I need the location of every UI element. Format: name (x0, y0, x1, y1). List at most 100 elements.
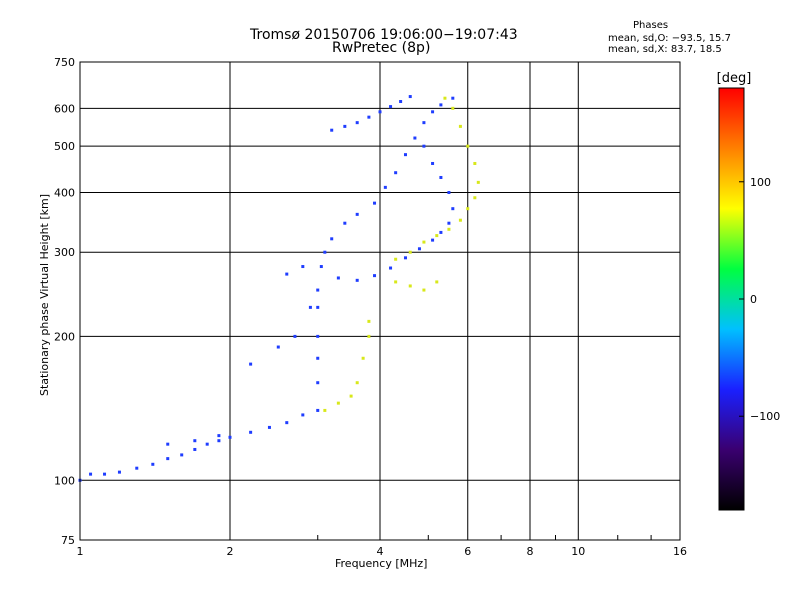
data-point (355, 212, 359, 216)
data-point (249, 362, 253, 366)
data-point (343, 124, 347, 128)
y-tick-label: 750 (54, 56, 75, 69)
data-point (378, 110, 382, 114)
data-point (394, 280, 398, 284)
colorbar-tick-label: −100 (750, 410, 780, 423)
x-tick-label: 2 (227, 545, 234, 558)
data-point (408, 95, 412, 99)
x-axis-ticks: 1 2 4 6 8 10 16 (77, 535, 687, 558)
data-point (217, 439, 221, 443)
data-point (417, 247, 421, 251)
data-point (458, 124, 462, 128)
data-point (166, 457, 170, 461)
data-point (447, 221, 451, 225)
data-point (316, 288, 320, 292)
y-tick-label: 200 (54, 330, 75, 343)
data-point (383, 185, 387, 189)
data-point (422, 288, 426, 292)
data-point (330, 128, 334, 132)
data-point (447, 227, 451, 231)
data-point (439, 175, 443, 179)
x-axis-label: Frequency [MHz] (335, 557, 428, 570)
x-tick-label: 8 (527, 545, 534, 558)
data-point (316, 408, 320, 412)
data-point (316, 305, 320, 309)
data-point (399, 100, 403, 104)
data-point (451, 207, 455, 211)
data-point (367, 334, 371, 338)
data-point (343, 221, 347, 225)
data-point (316, 334, 320, 338)
data-point (435, 280, 439, 284)
data-point (413, 136, 417, 140)
data-point (217, 434, 221, 438)
data-point (336, 276, 340, 280)
y-tick-label: 100 (54, 474, 75, 487)
y-tick-label: 400 (54, 186, 75, 199)
data-point (466, 207, 470, 211)
data-point (408, 250, 412, 254)
data-point (293, 334, 297, 338)
data-point (422, 121, 426, 125)
data-point (389, 105, 393, 109)
data-point (473, 161, 477, 165)
legend-stats-x: mean, sd,X: 83.7, 18.5 (608, 44, 722, 55)
data-point (451, 106, 455, 110)
data-point (103, 472, 107, 476)
data-point (394, 257, 398, 261)
data-point (431, 238, 435, 242)
colorbar-tick-label: 0 (750, 293, 757, 306)
data-point (117, 470, 121, 474)
legend-title: Phases (633, 20, 669, 31)
data-point (301, 413, 305, 417)
data-point (367, 115, 371, 119)
colorbar-label: [deg] (717, 71, 752, 86)
data-point (439, 103, 443, 107)
data-point (422, 240, 426, 244)
data-point (451, 96, 455, 100)
data-point (285, 421, 289, 425)
data-points (78, 95, 480, 482)
legend-stats-o: mean, sd,O: −93.5, 15.7 (608, 33, 731, 44)
data-point (443, 96, 447, 100)
data-point (389, 266, 393, 270)
data-point (349, 394, 353, 398)
data-point (439, 230, 443, 234)
x-tick-label: 6 (464, 545, 471, 558)
data-point (355, 381, 359, 385)
data-point (319, 265, 323, 269)
data-point (458, 218, 462, 222)
data-point (476, 180, 480, 184)
data-point (431, 161, 435, 165)
data-point (323, 250, 327, 254)
data-point (166, 442, 170, 446)
data-point (316, 356, 320, 360)
data-point (373, 201, 377, 205)
data-point (355, 121, 359, 125)
data-point (205, 442, 209, 446)
data-point (249, 430, 253, 434)
data-point (267, 425, 271, 429)
data-point (403, 153, 407, 157)
plot-grid (80, 62, 680, 540)
chart-title: Tromsø 20150706 19:06:00−19:07:43 (250, 27, 518, 43)
data-point (193, 439, 197, 443)
x-tick-label: 16 (673, 545, 687, 558)
data-point (422, 144, 426, 148)
colorbar-tick-label: 100 (750, 176, 771, 189)
data-point (447, 190, 451, 194)
data-point (403, 256, 407, 260)
data-point (361, 356, 365, 360)
colorbar: [deg] 100 0 −100 (717, 71, 780, 511)
data-point (394, 171, 398, 175)
data-point (180, 453, 184, 457)
data-point (473, 196, 477, 200)
data-point (355, 278, 359, 282)
data-point (135, 466, 139, 470)
y-tick-label: 300 (54, 246, 75, 259)
chart-subtitle: RwPretec (8p) (332, 40, 431, 56)
data-point (466, 144, 470, 148)
y-tick-label: 500 (54, 140, 75, 153)
data-point (193, 447, 197, 451)
